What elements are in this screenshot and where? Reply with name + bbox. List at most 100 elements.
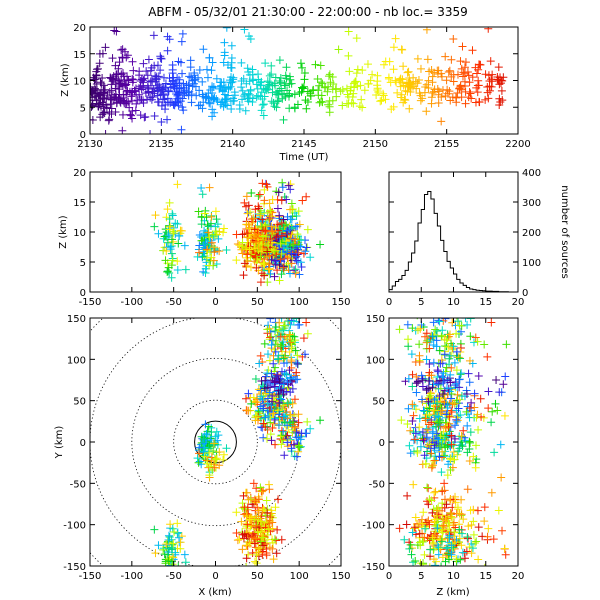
- source-mark: [271, 363, 280, 372]
- source-mark: [112, 98, 121, 107]
- source-mark: [424, 484, 433, 493]
- source-mark: [457, 495, 466, 504]
- source-mark: [99, 86, 108, 95]
- source-mark: [460, 554, 469, 563]
- source-mark: [219, 450, 228, 459]
- source-mark: [463, 402, 472, 411]
- source-mark: [219, 455, 228, 464]
- source-mark: [406, 540, 415, 549]
- source-mark: [451, 492, 460, 501]
- source-mark: [181, 558, 190, 566]
- source-mark: [266, 269, 275, 278]
- source-mark: [449, 342, 458, 351]
- source-mark: [259, 541, 268, 550]
- source-mark: [166, 520, 175, 529]
- x-tick-label: 5: [418, 571, 424, 582]
- source-mark: [355, 102, 364, 111]
- source-mark: [348, 92, 357, 101]
- source-mark: [254, 243, 263, 252]
- source-mark: [296, 258, 305, 267]
- source-mark: [226, 82, 235, 91]
- source-mark: [279, 115, 288, 124]
- source-mark: [156, 66, 165, 75]
- source-mark: [215, 461, 224, 470]
- source-mark: [252, 237, 261, 246]
- source-mark: [429, 505, 438, 514]
- plan-view-points: [150, 318, 325, 566]
- source-mark: [238, 530, 247, 539]
- source-mark: [267, 255, 276, 264]
- source-mark: [445, 531, 454, 540]
- source-mark: [244, 406, 253, 415]
- source-mark: [254, 91, 263, 100]
- source-mark: [447, 548, 456, 557]
- source-mark: [286, 269, 295, 278]
- source-mark: [173, 257, 182, 266]
- source-mark: [448, 344, 457, 353]
- source-mark: [251, 416, 260, 425]
- source-mark: [160, 550, 169, 559]
- y-tick-label: 150: [366, 314, 385, 325]
- source-mark: [168, 524, 177, 533]
- source-mark: [433, 524, 442, 533]
- source-mark: [176, 58, 185, 67]
- source-mark: [254, 192, 263, 201]
- source-mark: [481, 95, 490, 104]
- source-mark: [336, 87, 345, 96]
- source-mark: [487, 318, 496, 327]
- source-mark: [237, 76, 246, 85]
- plan-view-panel: -150 -100 -50 0 50 100 150 -150 -100 -50 0 50 100 150…: [54, 314, 351, 598]
- source-mark: [265, 260, 274, 269]
- source-mark: [92, 65, 101, 74]
- source-mark: [344, 27, 353, 36]
- source-mark: [275, 211, 284, 220]
- source-mark: [404, 78, 413, 87]
- source-mark: [411, 513, 420, 522]
- y-tick-label: 5: [80, 103, 86, 114]
- source-mark: [144, 55, 153, 64]
- source-mark: [98, 73, 107, 82]
- source-mark: [440, 350, 449, 359]
- x-tick-label: -100: [120, 571, 143, 582]
- source-mark: [173, 180, 182, 189]
- source-mark: [397, 416, 406, 425]
- source-mark: [407, 550, 416, 559]
- source-mark: [453, 450, 462, 459]
- source-mark: [352, 34, 361, 43]
- source-mark: [433, 540, 442, 549]
- source-mark: [165, 225, 174, 234]
- x-z-panel: -150 -100 -50 0 50 100 150 0 5 10 15 20 Z (km): [58, 168, 351, 308]
- source-mark: [450, 358, 459, 367]
- source-mark: [435, 452, 444, 461]
- source-mark: [437, 511, 446, 520]
- source-mark: [484, 27, 493, 33]
- source-mark: [316, 61, 325, 70]
- source-mark: [464, 93, 473, 102]
- z-y-points: [395, 318, 511, 566]
- source-mark: [286, 388, 295, 397]
- source-mark: [250, 496, 259, 505]
- source-mark: [309, 85, 318, 94]
- source-mark: [239, 271, 248, 280]
- source-mark: [272, 336, 281, 345]
- source-mark: [324, 72, 333, 81]
- source-mark: [463, 448, 472, 457]
- source-mark: [455, 525, 464, 534]
- source-mark: [441, 52, 450, 61]
- source-mark: [428, 508, 437, 517]
- source-mark: [210, 455, 219, 464]
- source-mark: [272, 549, 281, 558]
- source-mark: [429, 540, 438, 549]
- source-mark: [187, 98, 196, 107]
- source-mark: [201, 420, 210, 429]
- source-mark: [137, 85, 146, 94]
- source-mark: [267, 369, 276, 378]
- source-mark: [178, 29, 187, 38]
- source-mark: [185, 87, 194, 96]
- source-mark: [243, 250, 252, 259]
- source-mark: [268, 88, 277, 97]
- source-mark: [465, 404, 474, 413]
- source-mark: [259, 111, 268, 120]
- histogram-y-axis-label: number of sources: [559, 185, 570, 278]
- source-mark: [432, 342, 441, 351]
